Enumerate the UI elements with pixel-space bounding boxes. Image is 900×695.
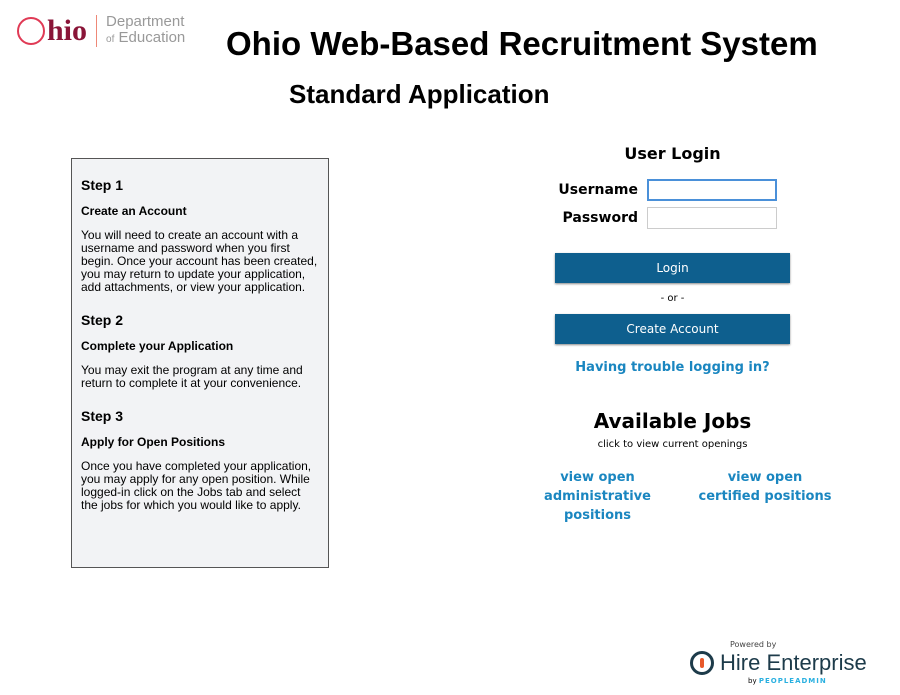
password-input[interactable] xyxy=(647,207,777,229)
password-label: Password xyxy=(562,210,638,226)
step-text: Once you have completed your application… xyxy=(81,459,312,512)
step-heading: Apply for Open Positions xyxy=(81,435,226,449)
steps-panel: Step 1 Create an Account You will need t… xyxy=(71,158,329,568)
username-input[interactable] xyxy=(647,179,777,201)
powered-by-logo: Powered by Hire Enterprise by PEOPLEADMI… xyxy=(690,640,890,686)
company-name: PEOPLEADMIN xyxy=(758,677,827,685)
username-label: Username xyxy=(558,182,638,198)
step-text: You will need to create an account with … xyxy=(81,228,318,294)
logo-divider xyxy=(96,15,98,47)
department-name: Department of Education xyxy=(106,13,186,46)
ohio-education-logo[interactable]: hio Department of Education xyxy=(17,14,185,48)
login-button[interactable]: Login xyxy=(555,253,790,283)
admin-positions-link[interactable]: view open administrative positions xyxy=(544,470,651,523)
step-heading: Complete your Application xyxy=(81,339,234,353)
powered-by-text: Powered by xyxy=(730,640,777,649)
login-panel: User Login Username Password Login - or … xyxy=(510,140,835,525)
page-subtitle: Standard Application xyxy=(289,79,550,109)
login-title: User Login xyxy=(624,144,721,163)
available-jobs-title: Available Jobs xyxy=(593,409,752,433)
by-text: by xyxy=(748,677,757,685)
step-heading: Create an Account xyxy=(81,204,187,218)
page-title: Ohio Web-Based Recruitment System xyxy=(226,25,818,62)
ohio-logo-mark: hio xyxy=(17,14,87,48)
step-title: Step 3 xyxy=(81,408,124,424)
hire-enterprise-icon xyxy=(690,651,714,675)
available-jobs-subtitle: click to view current openings xyxy=(597,439,748,450)
or-separator: - or - xyxy=(660,293,685,304)
certified-positions-link[interactable]: view open certified positions xyxy=(698,470,832,504)
product-name: Hire Enterprise xyxy=(720,650,867,675)
create-account-button[interactable]: Create Account xyxy=(555,314,790,344)
trouble-logging-in-link[interactable]: Having trouble logging in? xyxy=(575,360,770,375)
step-title: Step 2 xyxy=(81,312,124,328)
step-title: Step 1 xyxy=(81,177,124,193)
step-text: You may exit the program at any time and… xyxy=(81,363,303,390)
